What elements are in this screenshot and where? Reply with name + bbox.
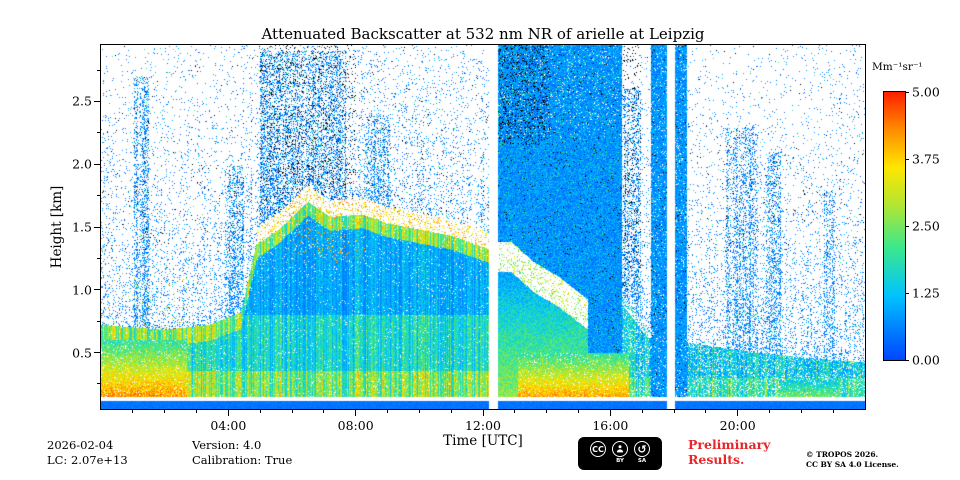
y-tick-mark <box>94 352 100 354</box>
x-minor-tick-mark <box>418 410 420 413</box>
x-tick-label: 16:00 <box>592 418 629 433</box>
colorbar-tick-label: 2.50 <box>912 218 940 234</box>
date-label: 2026-02-04 <box>47 438 114 452</box>
x-minor-tick-mark <box>323 410 325 413</box>
x-tick-mark <box>227 410 229 416</box>
colorbar-tick-label: 3.75 <box>912 151 940 167</box>
colorbar-tick-mark <box>905 359 909 361</box>
x-minor-tick-mark <box>800 410 802 413</box>
person-icon <box>616 445 624 453</box>
x-minor-tick-mark <box>832 410 834 413</box>
chart-title: Attenuated Backscatter at 532 nm NR of a… <box>261 25 705 43</box>
x-tick-mark <box>482 410 484 416</box>
x-tick-mark <box>355 410 357 416</box>
y-tick-mark <box>94 226 100 228</box>
x-minor-tick-mark <box>132 410 134 413</box>
colorbar-tick-mark <box>905 91 909 93</box>
x-minor-tick-mark <box>291 410 293 413</box>
y-tick-mark <box>94 289 100 291</box>
plot-frame <box>100 44 866 410</box>
cc-icon: CC <box>590 441 606 470</box>
x-tick-label: 20:00 <box>719 418 756 433</box>
x-tick-label: 04:00 <box>210 418 247 433</box>
y-tick-label: 0.5 <box>72 345 92 361</box>
x-minor-tick-mark <box>196 410 197 413</box>
cc-license-badge[interactable]: CC BY ↺ SA <box>578 437 662 470</box>
y-tick-label: 1.0 <box>72 282 92 298</box>
version-block: Version: 4.0 Calibration: True <box>192 438 292 468</box>
x-minor-tick-mark <box>450 410 452 413</box>
calibration-label: Calibration: True <box>192 453 293 467</box>
cc-by-icon: BY <box>612 441 628 470</box>
colorbar-tick-label: 5.00 <box>912 84 940 100</box>
x-minor-tick-mark <box>705 410 707 413</box>
y-minor-tick-mark <box>97 383 100 385</box>
x-axis-label: Time [UTC] <box>443 433 523 449</box>
colorbar-tick-mark <box>905 292 909 294</box>
x-minor-tick-mark <box>514 410 516 413</box>
cc-sa-icon: ↺ SA <box>634 441 650 470</box>
heatmap-canvas <box>101 45 865 409</box>
x-tick-label: 12:00 <box>464 418 502 433</box>
date-block: 2026-02-04 LC: 2.07e+13 <box>47 438 128 468</box>
colorbar-tick-label: 0.00 <box>912 352 940 368</box>
y-tick-mark <box>94 163 100 165</box>
x-minor-tick-mark <box>673 410 675 413</box>
colorbar-tick-mark <box>905 158 909 160</box>
y-tick-label: 2.5 <box>72 93 92 109</box>
copyright-note: © TROPOS 2026. CC BY SA 4.0 License. <box>806 450 899 469</box>
y-tick-label: 2.0 <box>72 156 92 172</box>
x-minor-tick-mark <box>546 410 548 413</box>
colorbar-unit-label: Mm⁻¹sr⁻¹ <box>872 61 923 73</box>
colorbar <box>884 92 905 360</box>
version-label: Version: 4.0 <box>192 438 262 452</box>
x-tick-mark <box>609 410 611 416</box>
preliminary-note: Preliminary Results. <box>688 437 771 467</box>
x-minor-tick-mark <box>164 410 166 413</box>
x-minor-tick-mark <box>387 410 388 413</box>
y-minor-tick-mark <box>97 69 100 71</box>
y-minor-tick-mark <box>97 195 100 197</box>
cc-sa-label: SA <box>637 458 647 464</box>
x-minor-tick-mark <box>769 410 770 413</box>
x-minor-tick-mark <box>641 410 643 413</box>
y-minor-tick-mark <box>97 320 100 322</box>
y-minor-tick-mark <box>97 132 100 134</box>
colorbar-tick-label: 1.25 <box>912 285 940 301</box>
x-minor-tick-mark <box>259 410 261 413</box>
y-tick-mark <box>94 100 100 102</box>
cc-by-label: BY <box>616 458 624 464</box>
y-tick-label: 1.5 <box>72 219 92 235</box>
colorbar-tick-mark <box>905 225 909 227</box>
y-minor-tick-mark <box>97 257 100 259</box>
x-tick-mark <box>737 410 739 416</box>
lidar-constant-label: LC: 2.07e+13 <box>47 453 128 467</box>
x-tick-label: 08:00 <box>337 418 374 433</box>
x-minor-tick-mark <box>578 410 579 413</box>
